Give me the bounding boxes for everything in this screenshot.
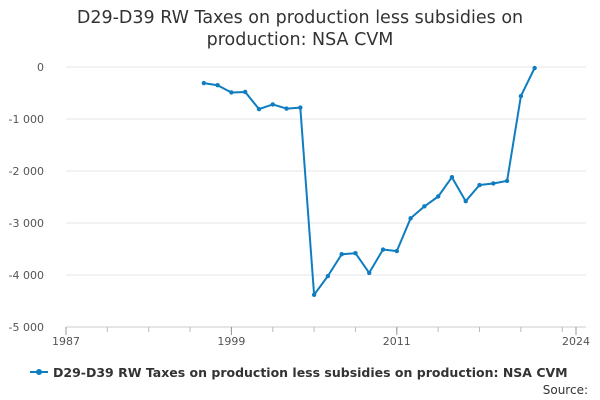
data-point <box>270 102 275 107</box>
data-point <box>339 252 344 257</box>
data-point <box>518 93 524 99</box>
data-point <box>463 198 468 204</box>
source-label: Source: <box>542 383 588 397</box>
data-point <box>256 106 262 112</box>
data-point <box>284 106 289 111</box>
data-point <box>449 175 455 180</box>
data-point <box>242 89 248 95</box>
data-point <box>201 80 207 86</box>
legend-label: D29-D39 RW Taxes on production less subs… <box>53 364 568 380</box>
data-point <box>408 216 413 221</box>
chart-title-line-1: D29-D39 RW Taxes on production less subs… <box>76 8 524 28</box>
x-tick-label: 2011 <box>383 335 411 348</box>
x-tick-label: 2024 <box>562 335 590 348</box>
y-tick-label: -2 000 <box>9 165 44 178</box>
y-tick-label: -4 000 <box>9 269 44 282</box>
x-tick-label: 1987 <box>52 335 80 348</box>
legend-series-marker-icon <box>30 366 48 378</box>
data-point <box>491 181 496 186</box>
y-tick-label: 0 <box>37 61 44 74</box>
data-point <box>380 247 386 252</box>
chart-title: D29-D39 RW Taxes on production less subs… <box>0 7 600 51</box>
data-point <box>367 270 372 276</box>
data-point <box>229 90 234 95</box>
data-point <box>394 248 400 254</box>
data-point <box>325 273 331 279</box>
data-point <box>353 250 358 256</box>
data-point <box>532 65 537 71</box>
data-point <box>435 194 441 199</box>
chart-title-line-2: production: NSA CVM <box>206 30 394 50</box>
legend[interactable]: D29-D39 RW Taxes on production less subs… <box>30 364 568 380</box>
data-point <box>504 178 510 184</box>
data-point <box>477 182 482 188</box>
data-point <box>422 204 427 209</box>
y-tick-label: -5 000 <box>9 321 44 334</box>
series-line <box>202 67 536 296</box>
data-point <box>298 105 303 110</box>
y-tick-label: -3 000 <box>9 217 44 230</box>
data-point <box>311 292 317 297</box>
data-point <box>215 83 220 88</box>
x-tick-label: 1999 <box>217 335 245 348</box>
y-tick-label: -1 000 <box>9 113 44 126</box>
legend-dot <box>36 369 42 375</box>
